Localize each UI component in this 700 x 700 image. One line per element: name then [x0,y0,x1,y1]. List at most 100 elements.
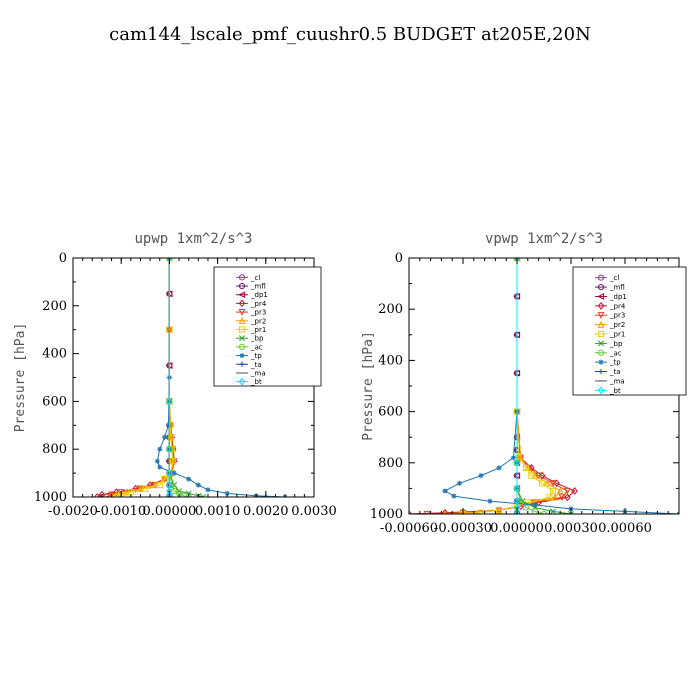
data-point_pr1 [161,475,168,483]
data-point_pr1 [546,494,553,501]
data-point_bt [513,510,521,514]
data-point_pr3 [563,487,571,495]
legend-marker_pr2 [597,320,605,328]
data-point_bt [513,507,521,514]
legend-label: _ac [250,343,263,351]
y-axis-label: Pressure [hPa] [13,323,28,433]
data-point_tp [165,422,172,428]
y-tick-label: 1000 [370,507,403,522]
panel-title: upwp 1xm^2/s^3 [134,231,252,247]
legend-marker_cl [238,274,246,281]
data-point_pr1 [477,509,485,514]
legend-marker_mfl [597,283,605,291]
data-point_pr2 [122,488,130,496]
legend-marker_mfl [238,282,246,290]
data-point_pr4 [93,493,101,497]
series-line_pr3 [106,258,175,497]
data-point_tp [442,488,448,494]
legend-label: _cl [609,274,619,282]
legend-marker_bp [239,335,245,342]
data-point_tp [532,502,538,508]
legend-label: _pr2 [609,321,625,329]
legend-marker_pr2 [238,317,246,324]
legend-box [213,266,322,387]
legend-label: _dp1 [609,293,627,301]
x-tick-label: 0.00000 [490,521,544,536]
y-tick-label: 200 [42,299,67,314]
x-tick-label: 0.00000 [143,504,197,519]
legend-label: _bp [609,340,623,348]
data-point_tp [478,473,484,479]
legend-label: _pr1 [250,326,266,334]
data-point_pr3 [535,472,543,480]
series-line_pr1 [116,258,174,497]
legend-label: _dp1 [250,291,268,299]
data-point_pr1 [169,458,176,465]
data-point_pr2 [460,509,466,514]
y-tick-label: 400 [378,353,403,368]
data-point_tp [510,455,516,461]
legend-label: _ma [250,369,266,377]
legend-marker_cl [597,274,605,281]
x-tick-label: -0.00030 [434,521,492,536]
legend-marker_dp1 [597,293,605,300]
legend-marker_pr3 [597,312,605,319]
data-point_tp [161,434,168,440]
data-point_bt [166,490,173,497]
series-line_pr4 [409,258,576,514]
legend-label: _tp [250,352,262,360]
legend-marker_bt [597,386,605,395]
y-tick-label: 600 [42,394,67,409]
data-point_pr3 [549,480,557,487]
legend-label: _pr2 [250,317,266,325]
data-point_pr1 [539,480,546,487]
legend-label: _pr1 [609,331,625,339]
data-point_pr4 [132,484,139,493]
data-point_pr1 [522,464,530,472]
legend-marker_dp1 [238,291,246,299]
data-point_pr4 [564,493,571,502]
legend-label: _ac [609,349,622,357]
series-line_pr1 [462,258,554,514]
legend-label: _bp [250,335,264,343]
data-point_bt [513,458,521,467]
series-group [93,258,288,497]
data-point_pr3 [108,491,115,497]
data-point_bt [166,445,173,454]
series-group [409,258,679,514]
data-point_pr4 [441,508,449,514]
legend-label: _pr3 [609,312,625,320]
data-point_tp [157,464,163,470]
legend-marker_pr4 [238,299,246,308]
data-point_pr1 [156,481,163,489]
data-point_pr3 [558,494,566,502]
data-point_pr4 [409,510,413,514]
data-point_tp [157,446,163,452]
data-point_pr2 [544,479,552,487]
legend-marker_pr4 [597,301,605,310]
data-point_bt [166,493,173,497]
legend-label: _ta [250,361,262,369]
series-line_pr4 [96,258,175,497]
data-point_pr1 [495,507,503,514]
y-tick-label: 200 [378,302,403,317]
legend-marker_ta [239,361,245,367]
y-tick-label: 0 [59,251,67,266]
upwp-panel: upwp 1xm^2/s^3 Pressure [hPa] 0 200 400 600 80… [13,231,337,519]
series-line_pr3 [426,258,569,514]
y-tick-label: 600 [378,405,403,420]
x-tick-label: -0.0010 [96,504,146,519]
data-point_pr4 [571,487,578,495]
legend-marker_pr1 [238,326,246,333]
data-point_ac [531,508,539,514]
data-point_tp [186,476,192,482]
y-axis-label: Pressure [hPa] [361,331,376,441]
legend-label: _cl [250,274,260,282]
data-point_tp [456,480,462,486]
data-point_tp [154,458,160,464]
data-point_bp [550,508,556,514]
legend-marker_pr3 [238,309,246,316]
x-tick-label: 0.0030 [291,504,337,519]
series-line_bp [516,258,572,514]
